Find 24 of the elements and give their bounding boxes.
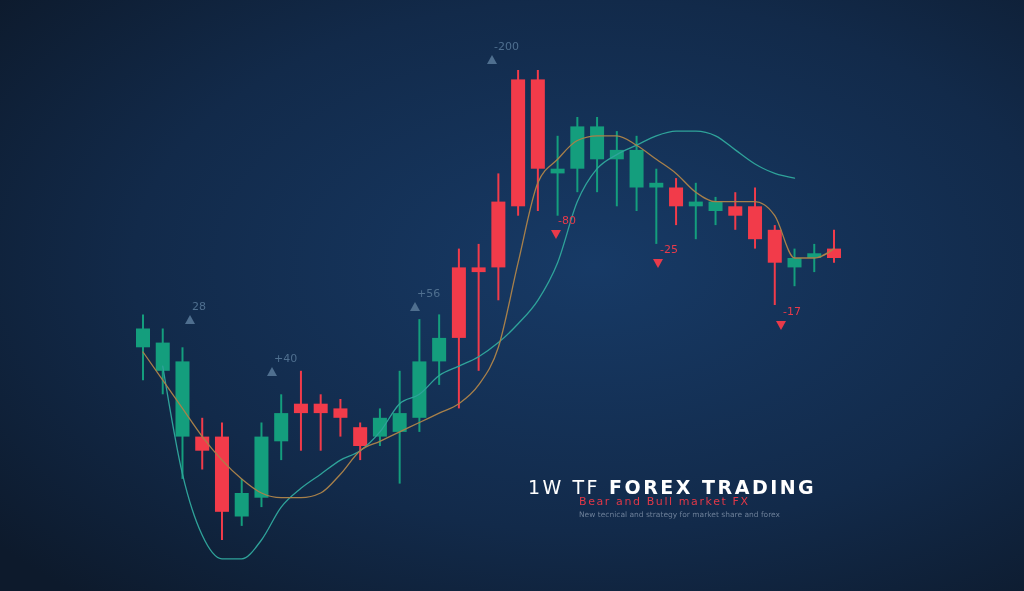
- candlestick: [432, 313, 447, 386]
- text: Bear and Bull market FX: [579, 495, 750, 508]
- candlestick: [708, 195, 723, 227]
- annotation: -80: [558, 214, 576, 227]
- candlestick: [372, 407, 387, 447]
- candlestick: [293, 369, 308, 452]
- annotation: +40: [274, 352, 298, 365]
- text: -200: [494, 40, 519, 53]
- text: 1W TF FOREX TRADING: [528, 476, 817, 498]
- candlestick: [392, 369, 407, 485]
- candlestick: [669, 177, 684, 227]
- annotation: 28: [192, 300, 206, 313]
- candlestick: [649, 167, 664, 245]
- candlestick: [728, 191, 743, 231]
- candlestick: [234, 477, 249, 527]
- annotation: -17: [783, 305, 801, 318]
- annotation: +56: [417, 287, 441, 300]
- candlestick: [353, 421, 368, 462]
- candlestick: [471, 242, 486, 372]
- candlestick: [136, 313, 150, 382]
- annotation: -25: [660, 243, 678, 256]
- candlestick: [195, 416, 210, 471]
- candlestick: [313, 393, 328, 452]
- candlestick: [333, 398, 348, 438]
